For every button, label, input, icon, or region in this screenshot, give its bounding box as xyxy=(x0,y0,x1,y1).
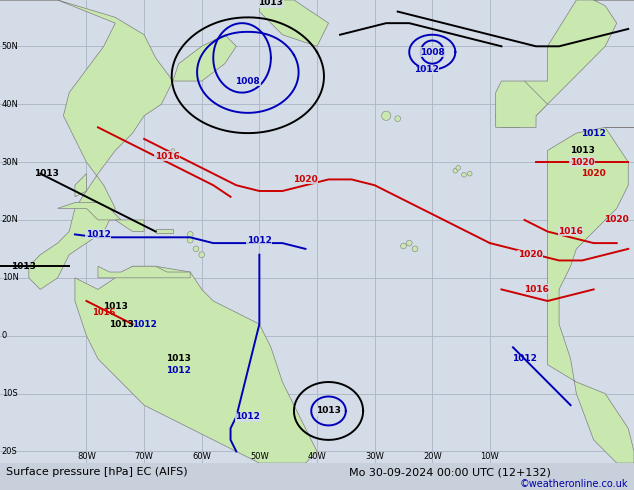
Text: Mo 30-09-2024 00:00 UTC (12+132): Mo 30-09-2024 00:00 UTC (12+132) xyxy=(349,467,550,477)
Text: 1020: 1020 xyxy=(604,216,629,224)
Circle shape xyxy=(382,111,391,121)
Circle shape xyxy=(401,243,406,249)
Polygon shape xyxy=(58,202,121,220)
Text: 1013: 1013 xyxy=(103,302,127,311)
Polygon shape xyxy=(115,220,144,231)
Text: 1008: 1008 xyxy=(235,76,260,86)
Text: 20N: 20N xyxy=(2,216,18,224)
Circle shape xyxy=(467,172,472,176)
Polygon shape xyxy=(548,127,634,463)
Polygon shape xyxy=(259,0,328,46)
Text: 1016: 1016 xyxy=(558,227,583,236)
Text: 1013: 1013 xyxy=(259,0,283,7)
Circle shape xyxy=(187,237,193,243)
Text: 1020: 1020 xyxy=(570,158,595,167)
Text: 1016: 1016 xyxy=(155,152,179,161)
Text: 1008: 1008 xyxy=(420,48,444,56)
Text: 1012: 1012 xyxy=(512,354,537,364)
Text: 40N: 40N xyxy=(2,99,18,109)
Text: 50N: 50N xyxy=(2,42,18,51)
Circle shape xyxy=(199,252,205,258)
Text: ©weatheronline.co.uk: ©weatheronline.co.uk xyxy=(519,479,628,489)
Polygon shape xyxy=(496,0,634,127)
Circle shape xyxy=(453,169,458,173)
Text: 1012: 1012 xyxy=(132,319,157,329)
Circle shape xyxy=(171,149,174,152)
Text: 1020: 1020 xyxy=(581,169,606,178)
Text: 1016: 1016 xyxy=(524,285,548,294)
Circle shape xyxy=(193,246,199,252)
Text: 1012: 1012 xyxy=(247,236,272,245)
Text: 10W: 10W xyxy=(481,452,500,461)
Text: 1020: 1020 xyxy=(293,175,318,184)
Circle shape xyxy=(412,246,418,252)
Text: 10N: 10N xyxy=(2,273,18,282)
Polygon shape xyxy=(173,35,236,81)
Polygon shape xyxy=(98,266,190,278)
Text: 1013: 1013 xyxy=(166,354,191,364)
Text: 20S: 20S xyxy=(2,447,18,456)
Text: 20W: 20W xyxy=(423,452,442,461)
Circle shape xyxy=(395,116,401,122)
Text: 1012: 1012 xyxy=(86,230,110,239)
Text: 1012: 1012 xyxy=(414,65,439,74)
Polygon shape xyxy=(496,81,548,127)
Text: 0: 0 xyxy=(2,331,7,340)
Circle shape xyxy=(187,231,193,237)
Circle shape xyxy=(406,240,412,246)
Circle shape xyxy=(462,172,466,177)
Text: 50W: 50W xyxy=(250,452,269,461)
Text: 1013: 1013 xyxy=(108,319,134,329)
Text: 1013: 1013 xyxy=(11,262,36,271)
Text: 40W: 40W xyxy=(307,452,327,461)
Text: 30N: 30N xyxy=(2,158,19,167)
Text: 1013: 1013 xyxy=(34,169,58,178)
Text: 60W: 60W xyxy=(192,452,211,461)
Text: 80W: 80W xyxy=(77,452,96,461)
Text: 1012: 1012 xyxy=(581,129,606,138)
Text: Surface pressure [hPa] EC (AIFS): Surface pressure [hPa] EC (AIFS) xyxy=(6,467,188,477)
Polygon shape xyxy=(75,266,317,463)
Text: 70W: 70W xyxy=(134,452,153,461)
Text: 1012: 1012 xyxy=(235,412,261,421)
Text: 1013: 1013 xyxy=(570,146,595,155)
Polygon shape xyxy=(155,229,173,233)
Text: 1012: 1012 xyxy=(166,366,191,375)
Polygon shape xyxy=(0,0,173,290)
Circle shape xyxy=(456,166,460,170)
Text: 1016: 1016 xyxy=(92,308,115,317)
Polygon shape xyxy=(75,173,86,197)
Text: 1020: 1020 xyxy=(518,250,543,259)
Text: 30W: 30W xyxy=(365,452,384,461)
Text: 10S: 10S xyxy=(2,389,18,398)
Text: 1013: 1013 xyxy=(316,407,341,416)
